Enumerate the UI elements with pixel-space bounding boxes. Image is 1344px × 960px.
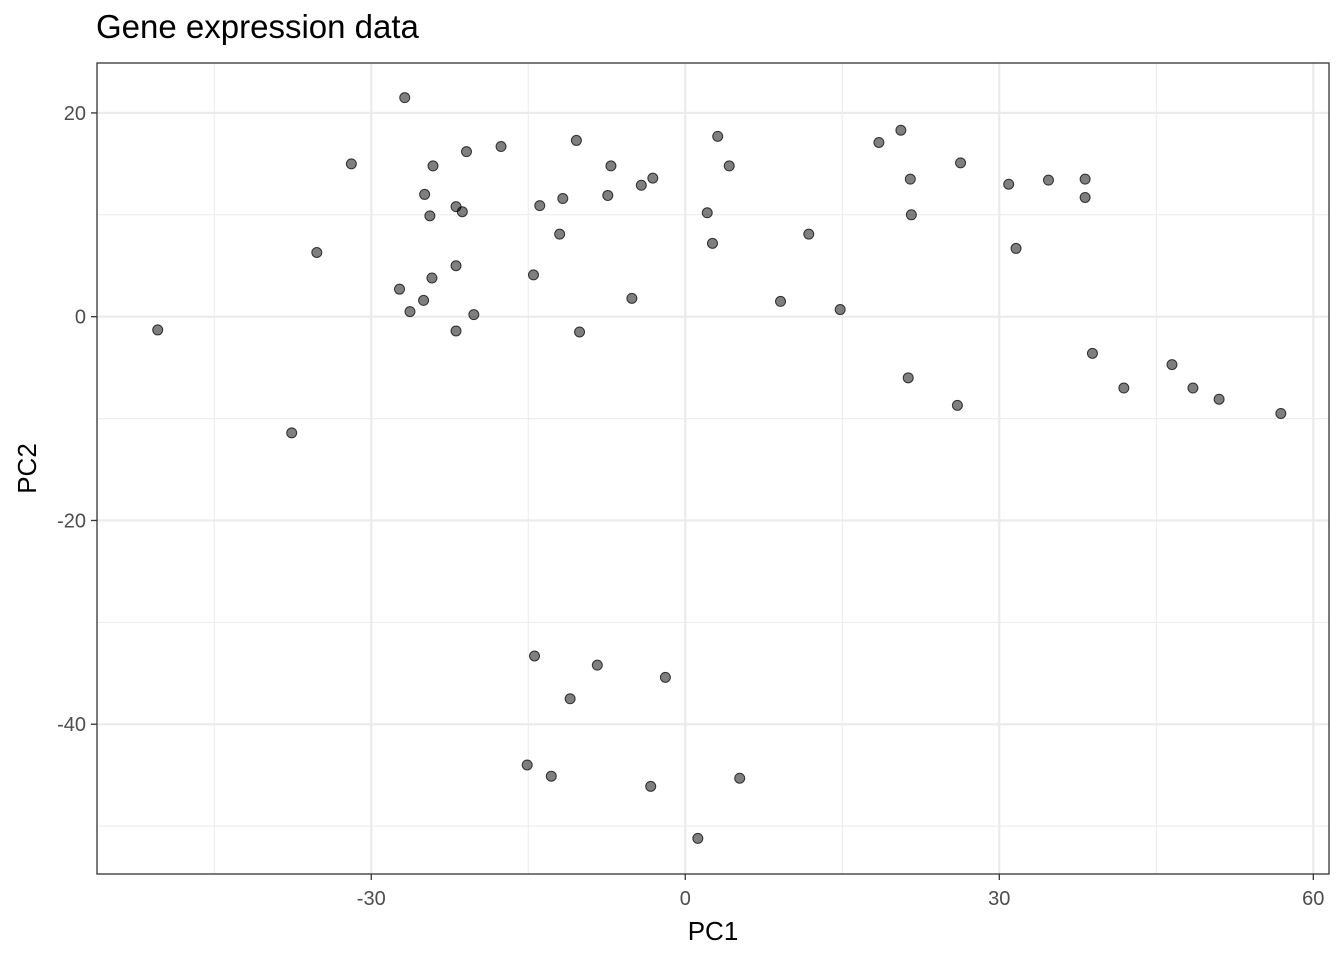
scatter-point <box>394 283 406 295</box>
scatter-point <box>635 179 647 191</box>
scatter-point <box>1187 382 1199 394</box>
scatter-point <box>955 157 967 169</box>
scatter-point <box>591 659 603 671</box>
x-tick-label: 30 <box>988 888 1010 910</box>
scatter-point <box>152 324 164 336</box>
x-tick-label: -30 <box>357 888 386 910</box>
scatter-point <box>1042 174 1054 186</box>
scatter-point <box>1003 178 1015 190</box>
scatter-point <box>904 173 916 185</box>
y-axis-title: PC2 <box>12 443 42 494</box>
scatter-point <box>345 158 357 170</box>
y-tick-label: 0 <box>75 307 86 329</box>
scatter-point <box>1010 242 1022 254</box>
y-tick-label: -20 <box>57 510 86 532</box>
scatter-point <box>647 172 659 184</box>
scatter-point <box>399 92 411 104</box>
scatter-point <box>803 228 815 240</box>
x-tick-label: 0 <box>680 888 691 910</box>
scatter-point <box>418 294 430 306</box>
scatter-point <box>570 134 582 146</box>
scatter-point <box>450 325 462 337</box>
x-tick-label: 60 <box>1302 888 1324 910</box>
scatter-point <box>574 326 586 338</box>
scatter-point <box>692 832 704 844</box>
scatter-point <box>564 693 576 705</box>
scatter-point <box>468 309 480 321</box>
major-gridlines <box>97 63 1329 874</box>
scatter-point <box>873 136 885 148</box>
scatter-point <box>527 269 539 281</box>
scatter-point <box>905 209 917 221</box>
scatter-point <box>495 141 507 153</box>
scatter-point <box>460 146 472 158</box>
scatter-point <box>426 272 438 284</box>
scatter-point <box>427 160 439 172</box>
scatter-point <box>895 124 907 136</box>
scatter-point <box>701 207 713 219</box>
x-axis: -30 0 30 60 <box>357 874 1324 910</box>
scatter-point <box>602 189 614 201</box>
scatter-point <box>902 372 914 384</box>
y-tick-label: -40 <box>57 714 86 736</box>
plot-border <box>96 62 1330 875</box>
scatter-point <box>424 210 436 222</box>
y-tick-label: 20 <box>64 103 86 125</box>
plot-background <box>97 63 1329 874</box>
scatter-point <box>645 780 657 792</box>
scatter-point <box>723 160 735 172</box>
minor-gridlines <box>97 63 1329 874</box>
scatter-point <box>775 295 787 307</box>
scatter-point <box>1166 359 1178 371</box>
scatter-point <box>1118 382 1130 394</box>
scatter-point <box>1079 191 1091 203</box>
scatter-point <box>311 247 323 259</box>
scatter-point <box>404 306 416 318</box>
chart-title: Gene expression data <box>96 8 419 45</box>
scatter-point <box>534 200 546 212</box>
scatter-point <box>834 304 846 316</box>
scatter-point <box>1079 173 1091 185</box>
scatter-point <box>1213 393 1225 405</box>
scatter-point <box>706 237 718 249</box>
scatter-point <box>456 206 468 218</box>
scatter-point <box>545 770 557 782</box>
scatter-point <box>712 130 724 142</box>
y-axis: 20 0 -20 -40 <box>57 103 97 736</box>
scatter-point <box>529 650 541 662</box>
scatter-point <box>626 292 638 304</box>
scatter-point <box>521 759 533 771</box>
data-points <box>152 92 1287 844</box>
scatter-point <box>419 188 431 200</box>
scatter-point <box>554 228 566 240</box>
scatter-point <box>1275 407 1287 419</box>
scatter-point <box>659 671 671 683</box>
scatter-point <box>450 260 462 272</box>
scatter-point <box>1086 347 1098 359</box>
scatter-point <box>605 160 617 172</box>
scatter-point <box>557 193 569 205</box>
scatter-point <box>951 399 963 411</box>
x-axis-title: PC1 <box>688 916 739 946</box>
scatter-point <box>286 427 298 439</box>
scatter-point <box>734 772 746 784</box>
